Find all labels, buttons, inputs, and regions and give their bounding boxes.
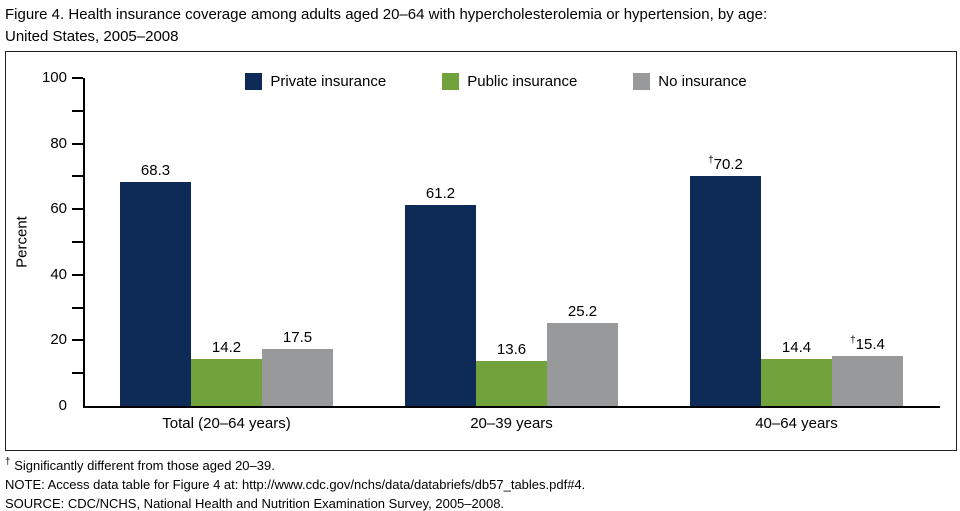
dagger-symbol: † [708, 154, 714, 166]
bar-group-20-39-years: 61.2 13.6 25.2 20–39 years [405, 78, 618, 432]
plot-area: Percent 68.3 14.2 17.5 Total (20–64 years) 6… [14, 70, 940, 432]
bar-value-label: †70.2 [708, 154, 743, 173]
legend-swatch-icon [442, 73, 460, 90]
footnote-source: SOURCE: CDC/NCHS, National Health and Nu… [5, 496, 505, 511]
bar-value-label: 17.5 [282, 328, 313, 346]
bar-group-40-64-years: †70.2 14.4 †15.4 40–64 years [690, 78, 903, 432]
bar-public-insurance: 14.2 [191, 339, 262, 406]
y-axis-tick-label: 40 [50, 265, 67, 283]
y-axis-tick [72, 77, 83, 79]
y-axis-tick [72, 306, 83, 309]
legend-label: Private insurance [270, 73, 387, 90]
bar-value-label: †15.4 [850, 334, 885, 353]
bar-value-label: 25.2 [567, 303, 598, 321]
y-axis-tick [72, 241, 83, 243]
y-axis-tick [72, 273, 83, 276]
footnote-dagger-text: Significantly different from those aged … [14, 458, 275, 473]
y-axis-tick-label: 80 [50, 134, 67, 152]
y-axis-tick [72, 372, 83, 375]
bar-value-label: 61.2 [425, 185, 456, 203]
category-label: 20–39 years [470, 415, 553, 432]
footnote-dagger: † Significantly different from those age… [5, 456, 585, 475]
y-axis-tick [72, 142, 83, 145]
chart-frame: Private insurance Public insurance No insu… [5, 51, 957, 451]
legend-item-public-insurance: Public insurance [442, 73, 577, 90]
bar-no-insurance: 25.2 [547, 303, 618, 406]
y-axis-tick [72, 175, 83, 178]
bar-public-insurance: 14.4 [761, 339, 832, 406]
bar-no-insurance: †15.4 [832, 335, 903, 406]
dagger-symbol: † [5, 456, 11, 468]
bar-value-label: 68.3 [140, 161, 171, 179]
legend-label: Public insurance [467, 73, 578, 90]
y-axis-tick [72, 339, 83, 342]
footnote-note: NOTE: Access data table for Figure 4 at:… [5, 477, 586, 492]
y-axis-tick-label: 60 [50, 200, 67, 218]
bar-group-total-20-64-years: 68.3 14.2 17.5 Total (20–64 years) [120, 78, 333, 432]
figure-title-line1: Figure 4. Health insurance coverage amon… [5, 6, 768, 23]
y-axis-title: Percent [13, 216, 31, 268]
y-axis-tick-label: 100 [41, 69, 67, 86]
bar-public-insurance: 13.6 [476, 341, 547, 406]
legend-item-no-insurance: No insurance [633, 73, 747, 90]
bar-value-label: 14.4 [781, 338, 812, 356]
bar-value-label: 13.6 [496, 341, 527, 359]
legend-item-private-insurance: Private insurance [245, 73, 386, 90]
legend-swatch-icon [245, 73, 263, 90]
footnotes: † Significantly different from those age… [5, 456, 585, 511]
y-axis-tick-label: 0 [58, 397, 67, 414]
y-axis-tick-label: 20 [50, 331, 67, 349]
bar-private-insurance: 61.2 [405, 185, 476, 406]
bar-no-insurance: 17.5 [262, 329, 333, 406]
legend-swatch-icon [633, 73, 651, 90]
y-axis-tick [72, 109, 83, 112]
bar-value-label: 14.2 [211, 339, 242, 357]
figure-title-line2: United States, 2005–2008 [5, 28, 179, 45]
legend: Private insurance Public insurance No insu… [6, 73, 956, 90]
category-label: 40–64 years [755, 415, 838, 432]
bar-private-insurance: 68.3 [120, 162, 191, 406]
y-axis-tick [72, 208, 83, 211]
bar-private-insurance: †70.2 [690, 155, 761, 406]
category-label: Total (20–64 years) [162, 415, 291, 432]
legend-label: No insurance [658, 73, 747, 90]
bar-row: 68.3 14.2 17.5 Total (20–64 years) 61.2 13.6 2… [85, 78, 940, 432]
dagger-symbol: † [850, 334, 856, 346]
figure-title: Figure 4. Health insurance coverage amon… [5, 4, 767, 48]
